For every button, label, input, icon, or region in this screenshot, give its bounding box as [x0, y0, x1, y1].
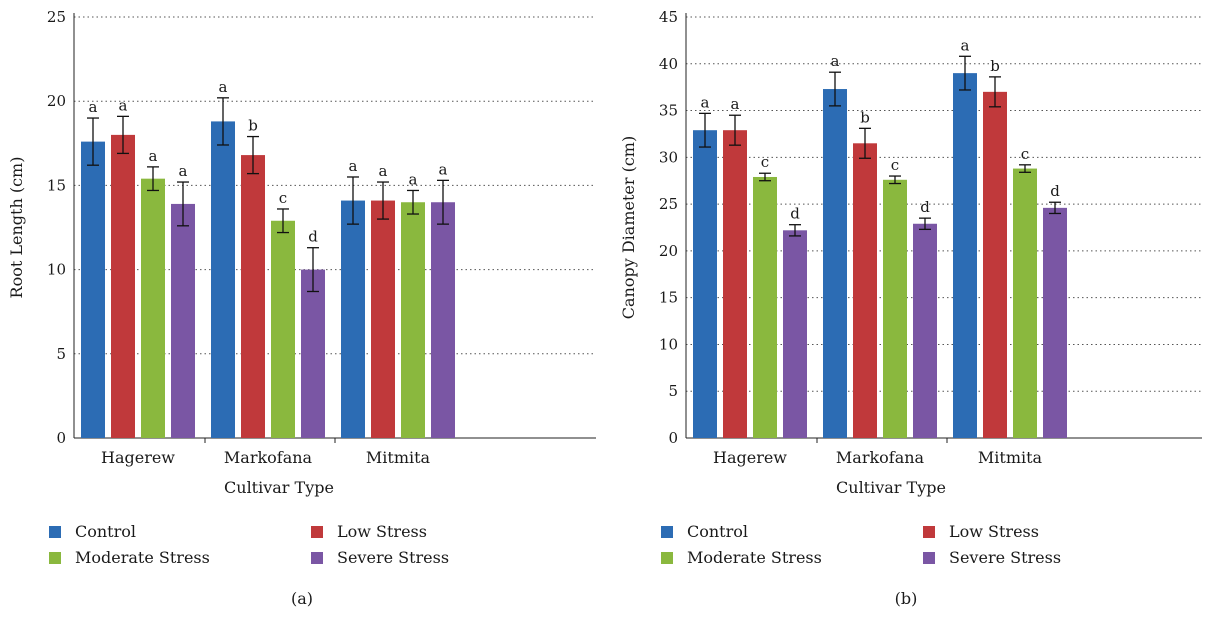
y-tick-label: 25 [47, 8, 66, 26]
canopy-diameter-chart: 0 5 10 15 20 25 30 35 40 45 a a c d Hagerew a b c d Markofa… [619, 8, 1202, 608]
chart-panel-b: 0 5 10 15 20 25 30 35 40 45 a a c d Hagerew a b c d Markofa… [604, 0, 1208, 616]
significance-letter: d [308, 228, 318, 246]
legend-swatch [661, 526, 673, 538]
x-axis-title: Cultivar Type [224, 478, 334, 497]
bar [853, 143, 877, 439]
category-label: Markofana [224, 448, 313, 467]
significance-letter: d [920, 198, 930, 216]
legend-label: Low Stress [949, 522, 1039, 541]
bar [723, 130, 747, 439]
significance-letter: c [1021, 145, 1029, 163]
category-label: Mitmita [978, 448, 1043, 467]
panel-label: (b) [895, 589, 918, 608]
legend-swatch [49, 526, 61, 538]
significance-letter: a [179, 162, 188, 180]
bar [693, 130, 717, 439]
y-tick-label: 0 [668, 429, 678, 447]
y-tick-label: 0 [56, 429, 66, 447]
bar [913, 223, 937, 438]
bar [301, 269, 325, 438]
significance-letter: d [790, 205, 800, 223]
significance-letter: a [89, 98, 98, 116]
legend-label: Severe Stress [949, 548, 1061, 567]
y-tick-label: 25 [659, 195, 678, 213]
root-length-chart: 0 5 10 15 20 25 a a a a Hagerew a b c d Markofana a a a a Mi… [7, 8, 596, 608]
legend-label: Severe Stress [337, 548, 449, 567]
significance-letter: a [409, 170, 418, 188]
y-tick-label: 20 [659, 242, 678, 260]
significance-letter: a [219, 78, 228, 96]
bar [171, 203, 195, 438]
bar [753, 176, 777, 439]
category-label: Hagerew [101, 448, 175, 467]
significance-letter: d [1050, 182, 1060, 200]
category-label: Markofana [836, 448, 925, 467]
significance-letter: c [891, 156, 899, 174]
category-label: Hagerew [713, 448, 787, 467]
legend-label: Control [75, 522, 136, 541]
legend-swatch [661, 552, 673, 564]
bar [141, 178, 165, 438]
significance-letter: a [149, 147, 158, 165]
x-axis-title: Cultivar Type [836, 478, 946, 497]
legend-swatch [311, 526, 323, 538]
panel-label: (a) [291, 589, 313, 608]
legend-label: Low Stress [337, 522, 427, 541]
bar [401, 202, 425, 438]
y-tick-label: 5 [668, 382, 678, 400]
y-tick-label: 30 [659, 148, 678, 166]
bar [371, 200, 395, 438]
legend-swatch [923, 552, 935, 564]
y-tick-label: 15 [659, 289, 678, 307]
chart-panel-a: 0 5 10 15 20 25 a a a a Hagerew a b c d Markofana a a a a Mi… [0, 0, 604, 616]
y-tick-label: 10 [659, 335, 678, 353]
significance-letter: a [439, 160, 448, 178]
legend-swatch [49, 552, 61, 564]
significance-letter: b [248, 117, 258, 135]
y-axis-title: Canopy Diameter (cm) [619, 136, 638, 319]
bar [431, 202, 455, 438]
y-tick-label: 5 [56, 345, 66, 363]
bar [953, 73, 977, 438]
significance-letter: a [349, 157, 358, 175]
significance-letter: a [831, 52, 840, 70]
significance-letter: a [119, 96, 128, 114]
bar [983, 91, 1007, 438]
bar [783, 230, 807, 438]
category-label: Mitmita [366, 448, 431, 467]
bar [241, 155, 265, 438]
significance-letter: a [701, 93, 710, 111]
bar [1043, 207, 1067, 438]
significance-letter: b [860, 108, 870, 126]
y-tick-label: 35 [659, 102, 678, 120]
y-tick-label: 45 [659, 8, 678, 26]
significance-letter: c [761, 153, 769, 171]
legend-swatch [311, 552, 323, 564]
legend-label: Control [687, 522, 748, 541]
significance-letter: a [961, 36, 970, 54]
y-tick-label: 10 [47, 261, 66, 279]
y-tick-label: 40 [659, 55, 678, 73]
bar [341, 200, 365, 438]
y-tick-label: 15 [47, 176, 66, 194]
bar [111, 134, 135, 438]
y-axis-title: Root Length (cm) [7, 157, 26, 299]
legend-label: Moderate Stress [75, 548, 210, 567]
legend-swatch [923, 526, 935, 538]
bar [211, 121, 235, 439]
significance-letter: b [990, 57, 1000, 75]
bar [883, 179, 907, 438]
significance-letter: a [731, 95, 740, 113]
significance-letter: a [379, 162, 388, 180]
bar [271, 220, 295, 438]
bar [1013, 168, 1037, 438]
bar [823, 89, 847, 438]
y-tick-label: 20 [47, 92, 66, 110]
legend-label: Moderate Stress [687, 548, 822, 567]
bar [81, 141, 105, 438]
significance-letter: c [279, 189, 287, 207]
